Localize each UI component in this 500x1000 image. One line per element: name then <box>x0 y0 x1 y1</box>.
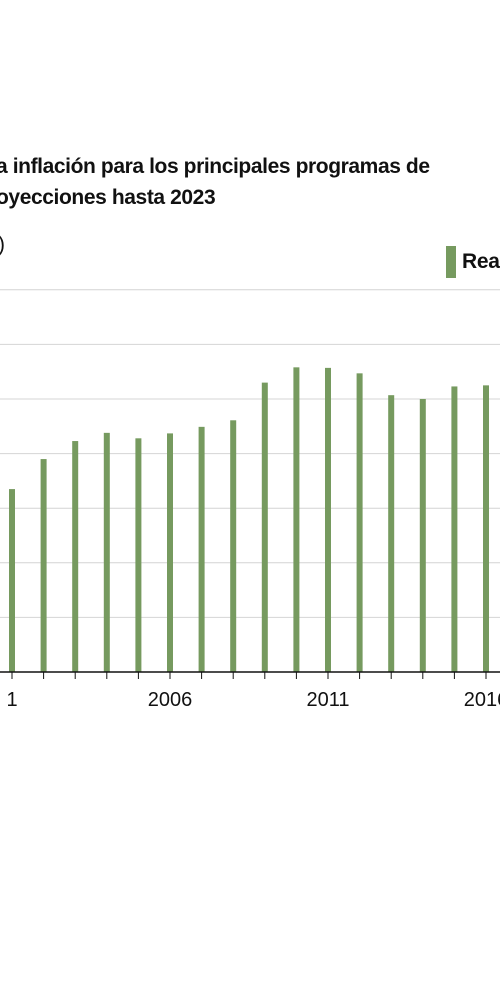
bar-2009 <box>261 382 268 672</box>
x-tick-label-2006: 2006 <box>148 689 193 711</box>
bar-2015 <box>451 386 458 672</box>
chart-title-line-2: oyecciones hasta 2023 <box>0 186 216 209</box>
bar-2016 <box>483 385 489 672</box>
bar-2013 <box>388 395 395 672</box>
bar-2002 <box>40 459 47 672</box>
bar-2010 <box>293 367 300 672</box>
chart-title-line-1: a inflación para los principales program… <box>0 155 430 178</box>
bar-2007 <box>198 426 205 672</box>
bar-layer <box>9 367 489 672</box>
legend-label: Rea <box>462 250 500 273</box>
legend-swatch <box>446 246 456 278</box>
y-unit-label: ) <box>0 233 5 257</box>
bar-2001 <box>9 489 15 672</box>
bar-2008 <box>230 420 237 672</box>
x-tick-label-2001: 1 <box>6 689 17 711</box>
bar-2003 <box>72 441 79 672</box>
grid-layer <box>0 289 500 618</box>
bar-2012 <box>356 373 363 672</box>
legend: Rea <box>446 246 500 278</box>
bar-2006 <box>167 433 173 672</box>
bar-2014 <box>419 399 426 672</box>
bar-2011 <box>325 367 331 672</box>
x-tick-label-2011: 2011 <box>306 689 349 711</box>
bar-2005 <box>135 438 142 672</box>
bar-2004 <box>103 432 110 672</box>
x-tick-label-2016: 2016 <box>464 689 500 711</box>
axis-layer: 1 2006 2011 2016 <box>0 671 500 711</box>
